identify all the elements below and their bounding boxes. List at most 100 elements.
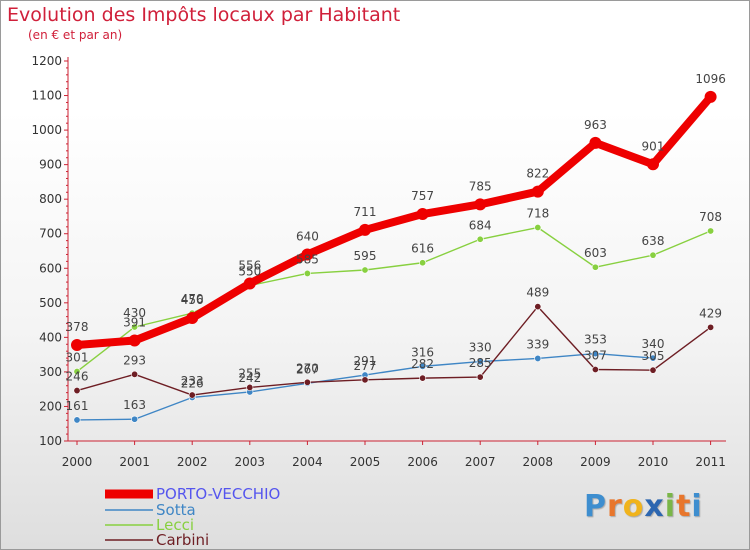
y-tick-label: 200 [39,399,62,413]
data-label: 711 [354,205,377,219]
data-label: 330 [469,341,492,355]
data-label: 255 [238,366,261,380]
data-label: 456 [181,293,204,307]
series-carbini [73,303,715,399]
data-label: 638 [642,234,665,248]
y-tick-label: 800 [39,192,62,206]
x-tick-label: 2005 [350,455,381,469]
chart-subtitle: (en € et par an) [28,28,123,42]
data-label: 161 [66,399,89,413]
y-tick-label: 1200 [31,54,62,68]
logo-letter: t [676,489,692,524]
data-point [476,358,484,366]
data-point [649,251,657,259]
data-point [361,266,369,274]
data-point [303,378,311,386]
data-point [476,235,484,243]
data-label: 277 [354,359,377,373]
data-point [186,312,199,325]
y-tick-label: 400 [39,330,62,344]
data-label: 226 [181,376,204,390]
data-point [73,416,81,424]
data-point [131,415,139,423]
data-point [591,365,599,373]
legend-label-lecci: Lecci [156,516,194,534]
x-tick-label: 2002 [177,455,208,469]
data-point [589,136,602,149]
data-label: 585 [296,252,319,266]
data-label: 822 [526,167,549,181]
data-point [416,208,429,221]
data-label: 340 [642,337,665,351]
data-label: 489 [526,286,549,300]
data-label: 640 [296,229,319,243]
data-point [419,362,427,370]
data-point [246,383,254,391]
data-label: 293 [123,353,146,367]
data-point [243,277,256,290]
data-point [301,248,314,261]
data-point [361,376,369,384]
logo-letter: i [691,489,703,524]
data-point [419,374,427,382]
data-point [71,338,83,351]
data-label: 285 [469,356,492,370]
y-tick-label: 500 [39,296,62,310]
data-point [647,158,659,171]
legend-label-porto-vecchio: PORTO-VECCHIO [156,485,281,503]
data-label: 708 [699,210,722,224]
y-tick-label: 1000 [31,123,62,137]
data-label: 556 [238,258,261,272]
data-label: 246 [66,370,89,384]
data-label: 785 [469,179,492,193]
y-tick-label: 1100 [31,89,62,103]
data-point [534,224,542,232]
data-label: 757 [411,189,434,203]
data-point [704,90,717,103]
x-tick-label: 2007 [465,455,496,469]
series-lecci [73,224,715,376]
x-tick-label: 2000 [62,455,93,469]
data-point [534,354,542,362]
series-line [76,305,712,396]
y-tick-label: 700 [39,227,62,241]
data-point [707,227,715,235]
data-label: 307 [584,348,607,362]
data-point [128,334,141,347]
data-point [359,223,371,236]
series-porto-vecchio [71,90,717,351]
data-label: 339 [526,337,549,351]
data-label: 267 [296,362,319,376]
logo-letter: o [622,489,645,524]
data-point [188,391,196,399]
logo-letter: i [664,489,677,524]
logo-letter: x [644,489,665,524]
data-label: 430 [123,306,146,320]
data-point [73,387,81,395]
y-tick-label: 600 [39,261,62,275]
x-tick-label: 2003 [235,455,266,469]
data-point [591,350,599,358]
series-line [73,92,715,349]
data-point [303,269,311,277]
y-tick-label: 100 [39,434,62,448]
data-point [131,323,139,331]
data-point [649,354,657,362]
data-point [73,368,81,376]
data-label: 1096 [695,72,726,86]
x-tick-label: 2008 [523,455,554,469]
legend-label-carbini: Carbini [156,531,210,549]
data-point [131,370,139,378]
data-label: 270 [296,361,319,375]
y-tick-label: 300 [39,365,62,379]
data-label: 603 [584,246,607,260]
data-label: 163 [123,398,146,412]
data-point [531,185,544,198]
data-label: 378 [66,320,89,334]
data-label: 301 [66,351,89,365]
chart-title: Evolution des Impôts locaux par Habitant [7,4,401,26]
data-label: 429 [699,306,722,320]
data-label: 470 [181,292,204,306]
